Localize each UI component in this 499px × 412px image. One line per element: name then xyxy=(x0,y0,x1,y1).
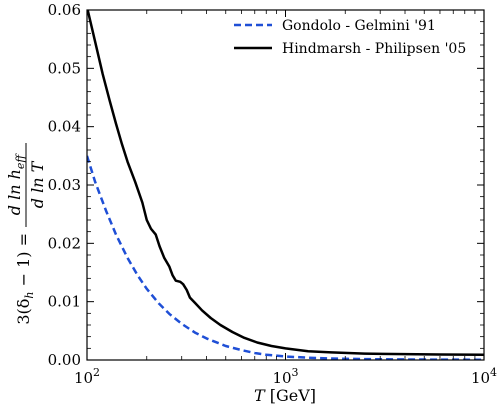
ticks-layer: 0.00 0.01 0.02 0.03 0.04 0.05 0.06 102 103 104 xyxy=(48,1,497,387)
y-tick-label-0: 0.00 xyxy=(48,351,81,369)
series-line-0 xyxy=(87,155,484,360)
svg-text:3(δh − 1) =: 3(δh − 1) = xyxy=(14,233,36,325)
plot-frame xyxy=(86,9,485,361)
series-line-1 xyxy=(87,10,484,356)
y-tick-label-1: 0.01 xyxy=(48,293,81,311)
x-tick-label-2: 104 xyxy=(471,366,497,387)
x-tick-label-0: 102 xyxy=(74,366,100,387)
y-tick-label-4: 0.04 xyxy=(48,118,81,136)
svg-text:d ln T: d ln T xyxy=(28,160,47,208)
legend-label-hindmarsh: Hindmarsh - Philipsen '05 xyxy=(282,41,466,57)
y-tick-label-5: 0.05 xyxy=(48,59,81,77)
y-tick-label-2: 0.02 xyxy=(48,234,81,252)
series-layer xyxy=(87,10,484,360)
y-axis-label: 3(δh − 1) = d ln heff d ln T xyxy=(5,143,47,325)
x-tick-label-1: 103 xyxy=(272,366,298,387)
y-tick-label-6: 0.06 xyxy=(48,1,81,19)
x-axis-label: T [GeV] xyxy=(254,386,316,405)
svg-text:d ln heff: d ln heff xyxy=(5,153,27,216)
legend-label-gondolo: Gondolo - Gelmini '91 xyxy=(282,18,436,34)
y-tick-label-3: 0.03 xyxy=(48,176,81,194)
legend: Gondolo - Gelmini '91 Hindmarsh - Philip… xyxy=(234,18,466,57)
